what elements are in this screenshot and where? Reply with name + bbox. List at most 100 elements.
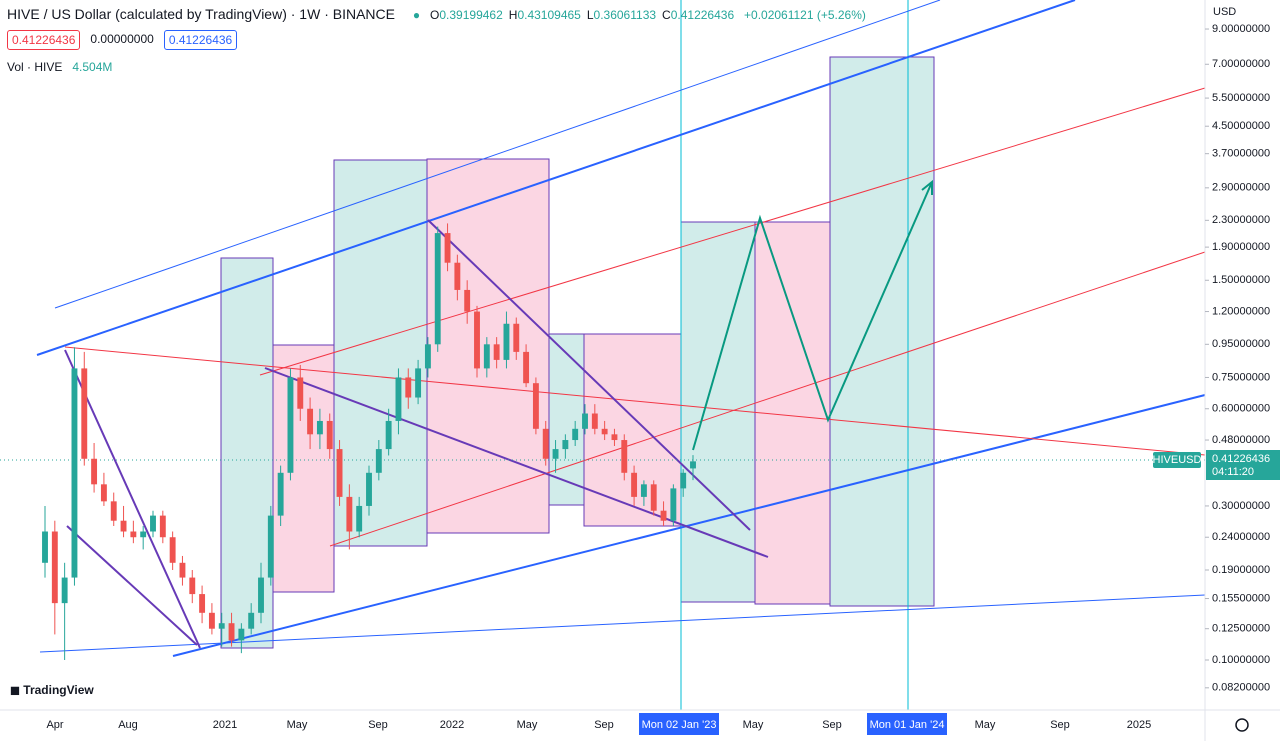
- ohlc-value: 0.43109465: [517, 8, 581, 22]
- logo: ◼ TradingView: [10, 683, 94, 697]
- x-tick-label: May: [517, 719, 538, 731]
- symbol-tag: [1153, 452, 1201, 468]
- y-tick-label: 1.50000000: [1212, 274, 1270, 286]
- y-tick-label: 0.12500000: [1212, 623, 1270, 635]
- candle-body: [71, 368, 78, 578]
- candle-body: [474, 311, 480, 369]
- candle-body: [326, 420, 333, 450]
- box: [333, 159, 428, 547]
- candle-body: [366, 472, 372, 506]
- candle-body: [228, 623, 235, 641]
- candle-body: [405, 377, 412, 398]
- candle-body: [562, 440, 569, 450]
- settings-icon[interactable]: [1235, 718, 1249, 732]
- candle-body: [218, 623, 225, 629]
- candle-body: [248, 612, 255, 629]
- trend-line: [427, 219, 751, 531]
- candle-body: [297, 377, 304, 409]
- x-tick-label: Sep: [1050, 719, 1070, 731]
- y-tick-label: 1.90000000: [1212, 241, 1270, 253]
- trend-line: [54, 0, 941, 309]
- candle-body: [621, 440, 628, 473]
- x-tick-label: May: [743, 719, 764, 731]
- legend-header: HIVE / US Dollar (calculated by TradingV…: [7, 6, 866, 22]
- arrow-head: [921, 179, 933, 195]
- candle-body: [150, 515, 156, 532]
- candle-body: [552, 449, 559, 459]
- x-tick-label: May: [975, 719, 996, 731]
- candle-body: [277, 472, 284, 516]
- candle-body: [523, 351, 530, 384]
- y-tick-label: 4.50000000: [1212, 120, 1270, 132]
- y-tick-label: 0.95000000: [1212, 338, 1270, 350]
- spread: 0.00000000: [90, 32, 154, 46]
- candle-body: [670, 488, 677, 521]
- candle-body: [336, 449, 343, 497]
- trend-line: [64, 349, 201, 649]
- y-tick-label: 0.30000000: [1212, 500, 1270, 512]
- candle-body: [189, 577, 196, 595]
- trend-line: [39, 594, 1206, 653]
- trend-line: [36, 0, 1076, 356]
- y-tick-label: 7.00000000: [1212, 58, 1270, 70]
- candle-body: [356, 505, 363, 532]
- candle-body: [120, 520, 127, 532]
- candle-body: [287, 377, 294, 473]
- x-tick-label: 2022: [440, 719, 464, 731]
- candle-body: [140, 531, 147, 538]
- candle-body: [464, 289, 471, 312]
- candle-body: [316, 420, 323, 435]
- box: [829, 56, 935, 607]
- candle-body: [503, 323, 510, 360]
- y-tick-label: 0.19000000: [1212, 564, 1270, 576]
- y-tick-label: 1.20000000: [1212, 305, 1270, 317]
- candle-body: [199, 594, 206, 613]
- box: [220, 257, 274, 649]
- candle-body: [61, 577, 68, 604]
- candle-body: [650, 484, 657, 511]
- candle-body: [640, 484, 647, 497]
- candle-body: [267, 515, 274, 578]
- candle-body: [513, 323, 520, 352]
- symbol-title: HIVE / US Dollar (calculated by TradingV…: [7, 6, 395, 22]
- symbol-tag-text: HIVEUSD: [1153, 454, 1202, 466]
- x-tick-label: Sep: [368, 719, 388, 731]
- trend-line: [64, 346, 1206, 456]
- ohlc-key: O: [430, 8, 440, 22]
- y-tick-label: 0.08200000: [1212, 682, 1270, 694]
- candle-body: [91, 458, 98, 485]
- volume-legend: Vol · HIVE 4.504M: [7, 60, 112, 74]
- y-tick-label: 0.10000000: [1212, 654, 1270, 666]
- ohlc-key: C: [662, 8, 671, 22]
- y-tick-label: 0.75000000: [1212, 371, 1270, 383]
- legend-boxes: 0.41226436 0.00000000 0.41226436: [7, 30, 238, 50]
- x-tick-label: Mon 02 Jan '23: [642, 719, 717, 731]
- status-dot: ●: [412, 8, 421, 22]
- volume-label: Vol · HIVE: [7, 60, 63, 74]
- crosshair-label-bg: [867, 713, 947, 735]
- y-tick-label: 0.60000000: [1212, 403, 1270, 415]
- candle-body: [444, 233, 451, 263]
- candle-body: [100, 484, 107, 502]
- y-tick-label: 0.48000000: [1212, 434, 1270, 446]
- candle-body: [110, 501, 117, 521]
- candle-body: [238, 628, 245, 641]
- price-tag-price: 0.41226436: [1212, 453, 1270, 465]
- y-tick-label: 9.00000000: [1212, 23, 1270, 35]
- buy-box[interactable]: 0.41226436: [163, 30, 238, 50]
- candle-body: [159, 515, 166, 538]
- candle-body: [42, 531, 48, 563]
- price-tag: [1206, 450, 1280, 480]
- box: [548, 333, 585, 506]
- trend-line: [259, 87, 1206, 376]
- y-tick-label: 3.70000000: [1212, 148, 1270, 160]
- candle-body: [307, 408, 314, 435]
- trend-line: [66, 525, 198, 646]
- candle-body: [434, 233, 441, 345]
- box: [272, 344, 335, 593]
- trend-line: [329, 251, 1206, 547]
- x-tick-label: 2025: [1127, 719, 1151, 731]
- sell-box[interactable]: 0.41226436: [7, 30, 81, 50]
- candle-body: [582, 413, 588, 429]
